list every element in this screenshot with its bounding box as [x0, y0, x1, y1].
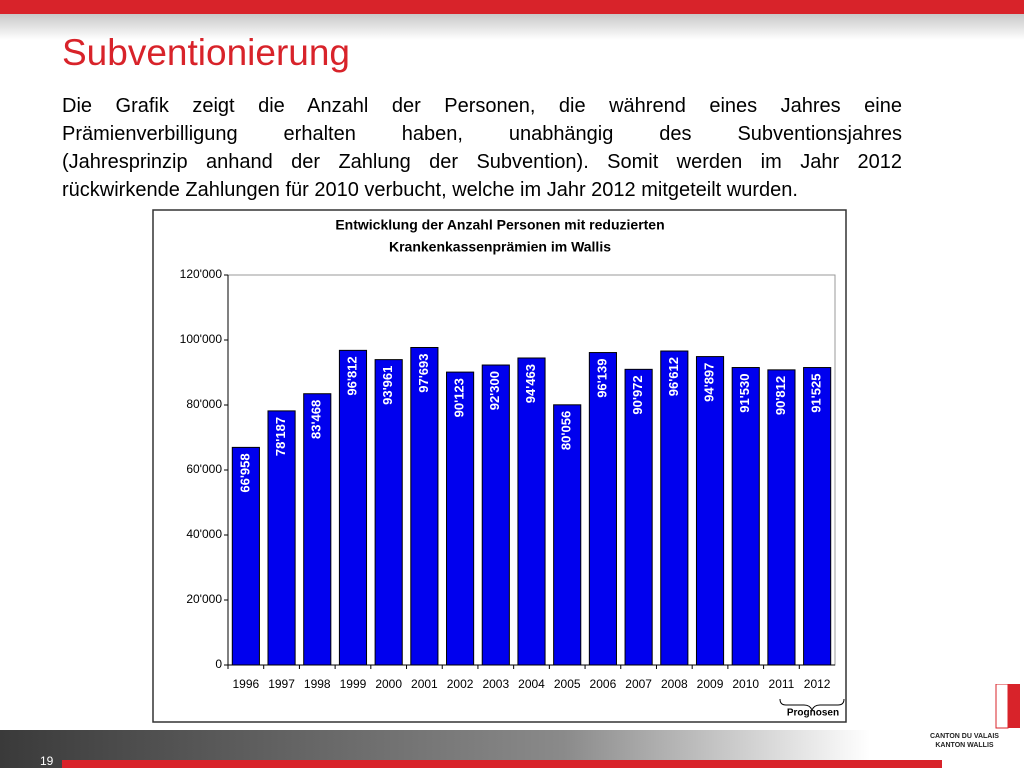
bar — [231, 446, 260, 666]
value-label: 93'961 — [380, 366, 395, 405]
value-label: 92'300 — [487, 371, 502, 410]
x-tick-label: 2005 — [554, 677, 581, 691]
annotation: Prognosen — [787, 708, 839, 719]
x-tick-label: 2004 — [518, 677, 545, 691]
bar — [624, 368, 653, 666]
value-label: 91'530 — [737, 374, 752, 413]
logo-text: CANTON DU VALAIS KANTON WALLIS — [930, 732, 999, 750]
value-label: 80'056 — [559, 411, 574, 450]
x-tick-label: 2002 — [447, 677, 474, 691]
y-tick-label: 20'000 — [186, 592, 222, 606]
bar — [410, 346, 439, 666]
page-number: 19 — [40, 754, 54, 768]
paragraph-line: Die Grafik zeigt die Anzahl der Personen… — [62, 95, 902, 117]
y-tick-label: 120'000 — [180, 267, 223, 281]
paragraph-line: (Jahresprinzip anhand der Zahlung der Su… — [62, 151, 902, 173]
shield-white — [995, 684, 1009, 729]
x-tick-label: 1998 — [304, 677, 331, 691]
value-label: 90'812 — [773, 376, 788, 415]
bar — [481, 364, 510, 666]
bar — [553, 404, 582, 666]
paragraph: Die Grafik zeigt die Anzahl der Personen… — [62, 92, 902, 204]
value-label: 90'972 — [630, 375, 645, 414]
bar — [517, 357, 546, 666]
x-tick-label: 2006 — [590, 677, 617, 691]
x-tick-label: 2008 — [661, 677, 688, 691]
slide-title: Subventionierung — [62, 32, 350, 73]
x-tick-label: 1996 — [233, 677, 260, 691]
value-label: 94'897 — [701, 363, 716, 402]
chart-title: Krankenkassenprämien im Wallis — [389, 239, 611, 255]
x-tick-label: 2007 — [625, 677, 652, 691]
x-tick-label: 2009 — [697, 677, 724, 691]
y-tick-label: 100'000 — [180, 332, 223, 346]
value-label: 96'812 — [344, 356, 359, 395]
bar — [588, 352, 617, 666]
x-tick-label: 2011 — [769, 677, 795, 691]
bar — [374, 359, 403, 666]
brace — [779, 698, 845, 712]
bar — [338, 349, 368, 666]
bar — [767, 369, 796, 666]
value-label: 83'468 — [309, 400, 324, 439]
paragraph-line: Prämienverbilligung erhalten haben, unab… — [62, 123, 902, 145]
value-label: 78'187 — [273, 417, 288, 456]
paragraph-line: rückwirkende Zahlungen für 2010 verbucht… — [62, 179, 798, 201]
y-tick-label: 80'000 — [186, 397, 222, 411]
bar — [267, 410, 296, 666]
bar — [446, 371, 475, 666]
value-label: 96'139 — [594, 359, 609, 398]
logo-line: CANTON DU VALAIS — [930, 733, 999, 740]
red-strip — [62, 760, 942, 768]
value-label: 66'958 — [237, 453, 252, 492]
value-label: 96'612 — [666, 357, 681, 396]
x-tick-label: 1999 — [340, 677, 367, 691]
bar — [303, 393, 332, 666]
x-tick-label: 1997 — [268, 677, 295, 691]
x-tick-label: 2000 — [375, 677, 402, 691]
y-tick-label: 0 — [215, 657, 222, 671]
bar — [660, 350, 689, 666]
value-label: 94'463 — [523, 364, 538, 403]
chart-title: Entwicklung der Anzahl Personen mit redu… — [335, 217, 664, 233]
y-tick-label: 40'000 — [186, 527, 222, 541]
x-tick-label: 2010 — [732, 677, 759, 691]
bar — [695, 356, 725, 666]
x-tick-label: 2012 — [804, 677, 831, 691]
y-tick-label: 60'000 — [186, 462, 222, 476]
x-tick-label: 2001 — [411, 677, 438, 691]
value-label: 97'693 — [416, 353, 431, 392]
bar — [731, 367, 760, 666]
chart: Entwicklung der Anzahl Personen mit redu… — [152, 209, 847, 723]
logo-shield — [995, 684, 1020, 729]
top-bar — [0, 0, 1024, 14]
value-label: 91'525 — [809, 374, 824, 413]
top-fade — [0, 14, 1024, 40]
logo-line: KANTON WALLIS — [935, 742, 994, 749]
value-label: 90'123 — [452, 378, 467, 417]
bar — [803, 367, 832, 666]
x-tick-label: 2003 — [482, 677, 509, 691]
